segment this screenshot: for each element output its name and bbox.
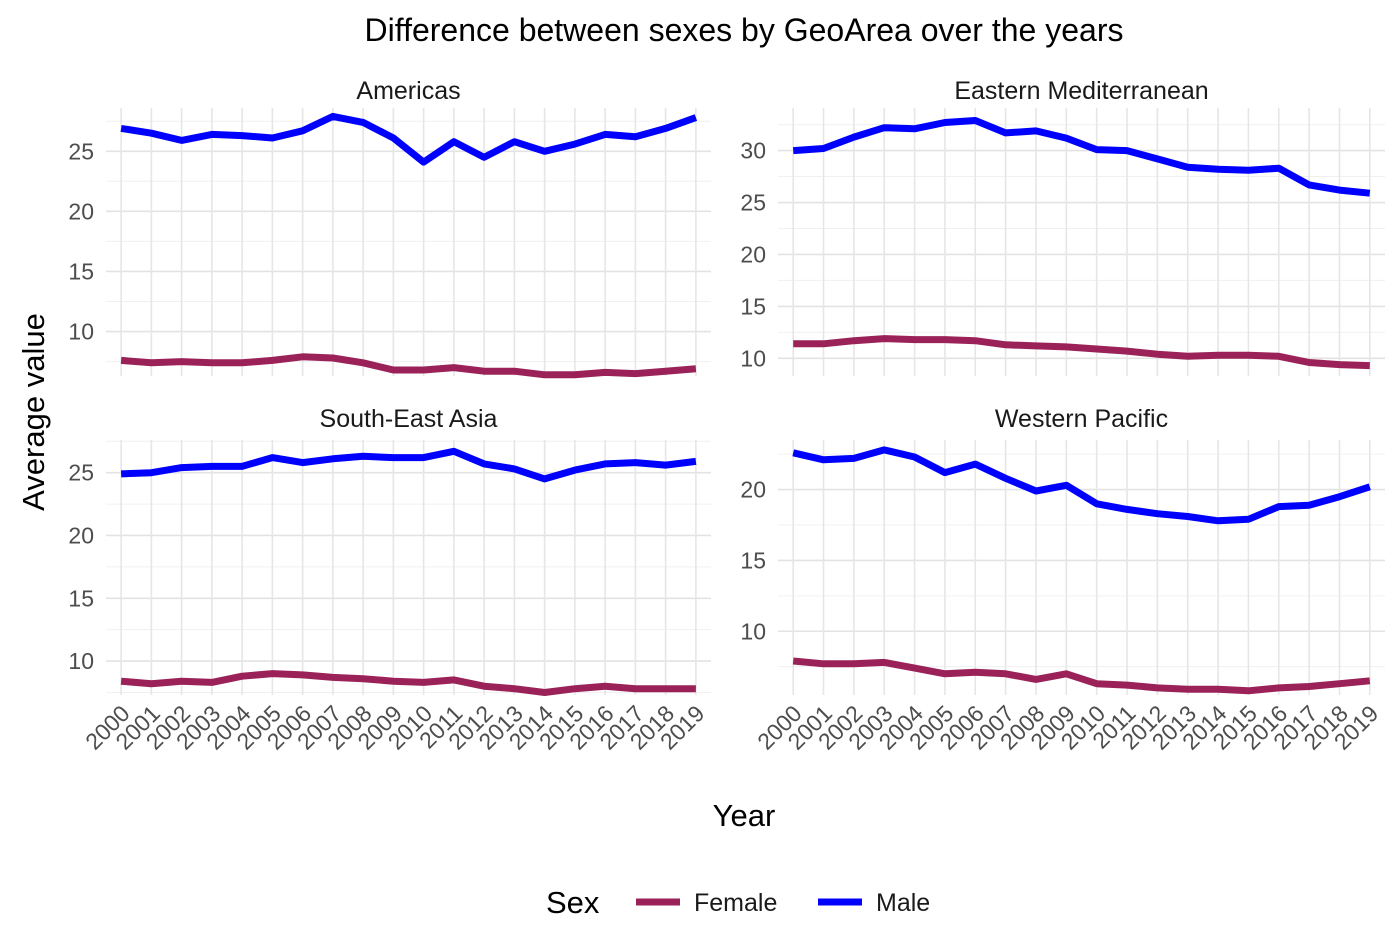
series-line-female — [792, 657, 1371, 695]
series-line-female — [120, 353, 697, 379]
panel-title: Eastern Mediterranean — [954, 77, 1208, 105]
y-tick-label: 20 — [68, 198, 94, 224]
y-tick-label: 20 — [68, 522, 94, 548]
y-tick-label: 10 — [68, 319, 94, 345]
legend-label-female: Female — [694, 889, 777, 917]
panel-title: Americas — [356, 77, 460, 105]
y-tick-label: 10 — [740, 345, 766, 371]
y-tick-label: 10 — [740, 618, 766, 644]
series-line-male — [792, 117, 1371, 197]
legend-label-male: Male — [876, 889, 930, 917]
y-tick-label: 15 — [740, 547, 766, 573]
y-axis-title: Average value — [16, 313, 51, 511]
series-line-male — [120, 112, 698, 166]
series-line-female — [120, 670, 696, 696]
series-line-female — [793, 335, 1370, 370]
y-tick-label: 10 — [68, 648, 94, 674]
legend: Sex Female Male — [546, 885, 930, 920]
y-tick-label: 20 — [740, 241, 766, 267]
series-line-male — [120, 447, 697, 483]
legend-title: Sex — [546, 885, 600, 920]
y-tick-label: 25 — [68, 138, 94, 164]
facet-panels: 10 15 20 25 Americas 10 15 20 25 30 Eastern Medite… — [68, 77, 1385, 755]
y-tick-label: 25 — [68, 460, 94, 486]
y-tick-label: 15 — [68, 585, 94, 611]
panel-eastern-mediterranean: 10 15 20 25 30 Eastern Mediterranean — [740, 77, 1385, 376]
y-tick-label: 15 — [68, 258, 94, 284]
chart-title: Difference between sexes by GeoArea over… — [365, 12, 1124, 48]
x-axis-title: Year — [713, 798, 776, 833]
y-tick-label: 30 — [740, 138, 766, 164]
panel-title: Western Pacific — [995, 405, 1168, 433]
y-tick-label: 15 — [740, 293, 766, 319]
series-line-male — [792, 446, 1371, 525]
y-tick-label: 25 — [740, 190, 766, 216]
panel-title: South-East Asia — [320, 405, 498, 433]
y-tick-label: 20 — [740, 477, 766, 503]
panel-americas: 10 15 20 25 Americas — [68, 77, 711, 379]
